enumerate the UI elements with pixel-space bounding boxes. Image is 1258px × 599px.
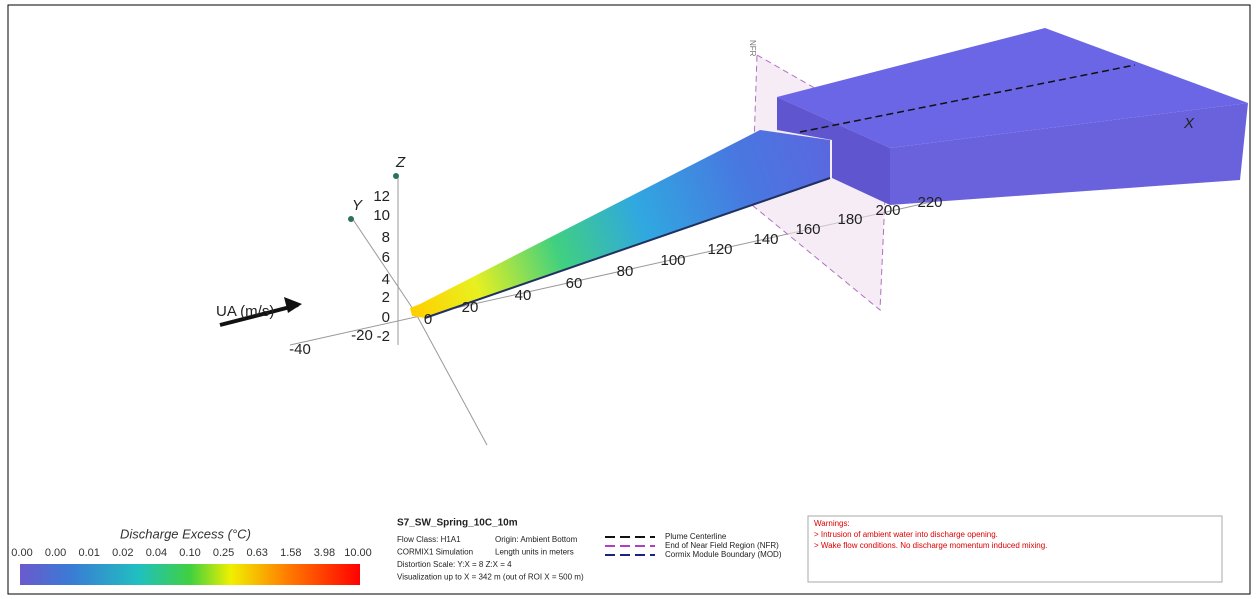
current-arrow [219,303,299,327]
x-tick-label: 80 [617,263,634,280]
x-tick-label: 180 [837,211,862,228]
module-top [777,28,1248,148]
colorbar [20,564,360,585]
module-side [890,103,1248,205]
colorbar-title: Discharge Excess (°C) [120,526,251,541]
colorbar-label: 10.00 [344,547,372,559]
colorbar-label: 0.25 [213,547,234,559]
x-tick-label: 160 [795,221,820,238]
warnings-box [807,515,1223,583]
z-axis-tip [393,173,399,179]
z-tick-label: 4 [382,271,390,288]
centerline [799,64,1136,133]
colorbar-label: 0.02 [112,547,133,559]
arrow-head [284,297,302,313]
warning: > Wake flow conditions. No discharge mom… [814,541,1047,550]
current-label: UA (m/s) [216,303,274,320]
info-line: Visualization up to X = 342 m (out of RO… [397,573,584,582]
colorbar-label: 0.00 [11,547,32,559]
frame [7,4,1251,595]
x-tick-label: -40 [289,341,311,358]
warning: > Intrusion of ambient water into discha… [814,530,998,539]
colorbar-label: 0.00 [45,547,66,559]
colorbar-label: 0.04 [146,547,167,559]
info-line: Length units in meters [495,548,574,557]
colorbar-label: 0.01 [78,547,99,559]
y-label: Y [352,197,363,214]
x-tick-label: 200 [875,202,900,219]
x-tick-label: 120 [707,241,732,258]
plume-edge [424,177,831,319]
colorbar-label: 0.63 [246,547,267,559]
x-tick-label: 20 [462,299,479,316]
plume [410,130,830,318]
z-tick-label: 2 [382,289,390,306]
module-front [777,97,890,205]
info-title: S7_SW_Spring_10C_10m [397,518,518,529]
z-label: Z [395,154,406,171]
z-tick-label: 6 [382,249,390,266]
x-tick-label: 60 [566,275,583,292]
z-tick-label: 0 [382,309,390,326]
info-line: Distortion Scale: Y:X = 8 Z:X = 4 [397,560,512,569]
z-tick-label: 12 [373,188,390,205]
nfr-label: NFR [748,40,757,57]
z-tick-label: -2 [377,328,390,345]
x-tick-label: 40 [515,287,532,304]
x-label: X [1183,115,1195,132]
x-tick-label: 140 [753,231,778,248]
x-tick-label: -20 [351,327,373,344]
x-tick-label: 0 [424,311,432,328]
y-axis-tip [348,216,354,222]
warnings-title: Warnings: [814,519,850,528]
colorbar-label: 0.10 [179,547,200,559]
info-line: Origin: Ambient Bottom [495,535,578,544]
info-line: Flow Class: H1A1 [397,535,461,544]
legend-text: Plume Centerline [665,532,727,541]
x-tick-label: 100 [660,252,685,269]
info-line: CORMIX1 Simulation [397,548,473,557]
z-tick-label: 8 [382,229,390,246]
legend-text: Cormix Module Boundary (MOD) [665,550,782,559]
colorbar-label: 3.98 [314,547,335,559]
z-tick-label: 10 [373,207,390,224]
x-tick-label: 220 [917,194,942,211]
colorbar-label: 1.58 [280,547,301,559]
legend-text: End of Near Field Region (NFR) [665,541,779,550]
